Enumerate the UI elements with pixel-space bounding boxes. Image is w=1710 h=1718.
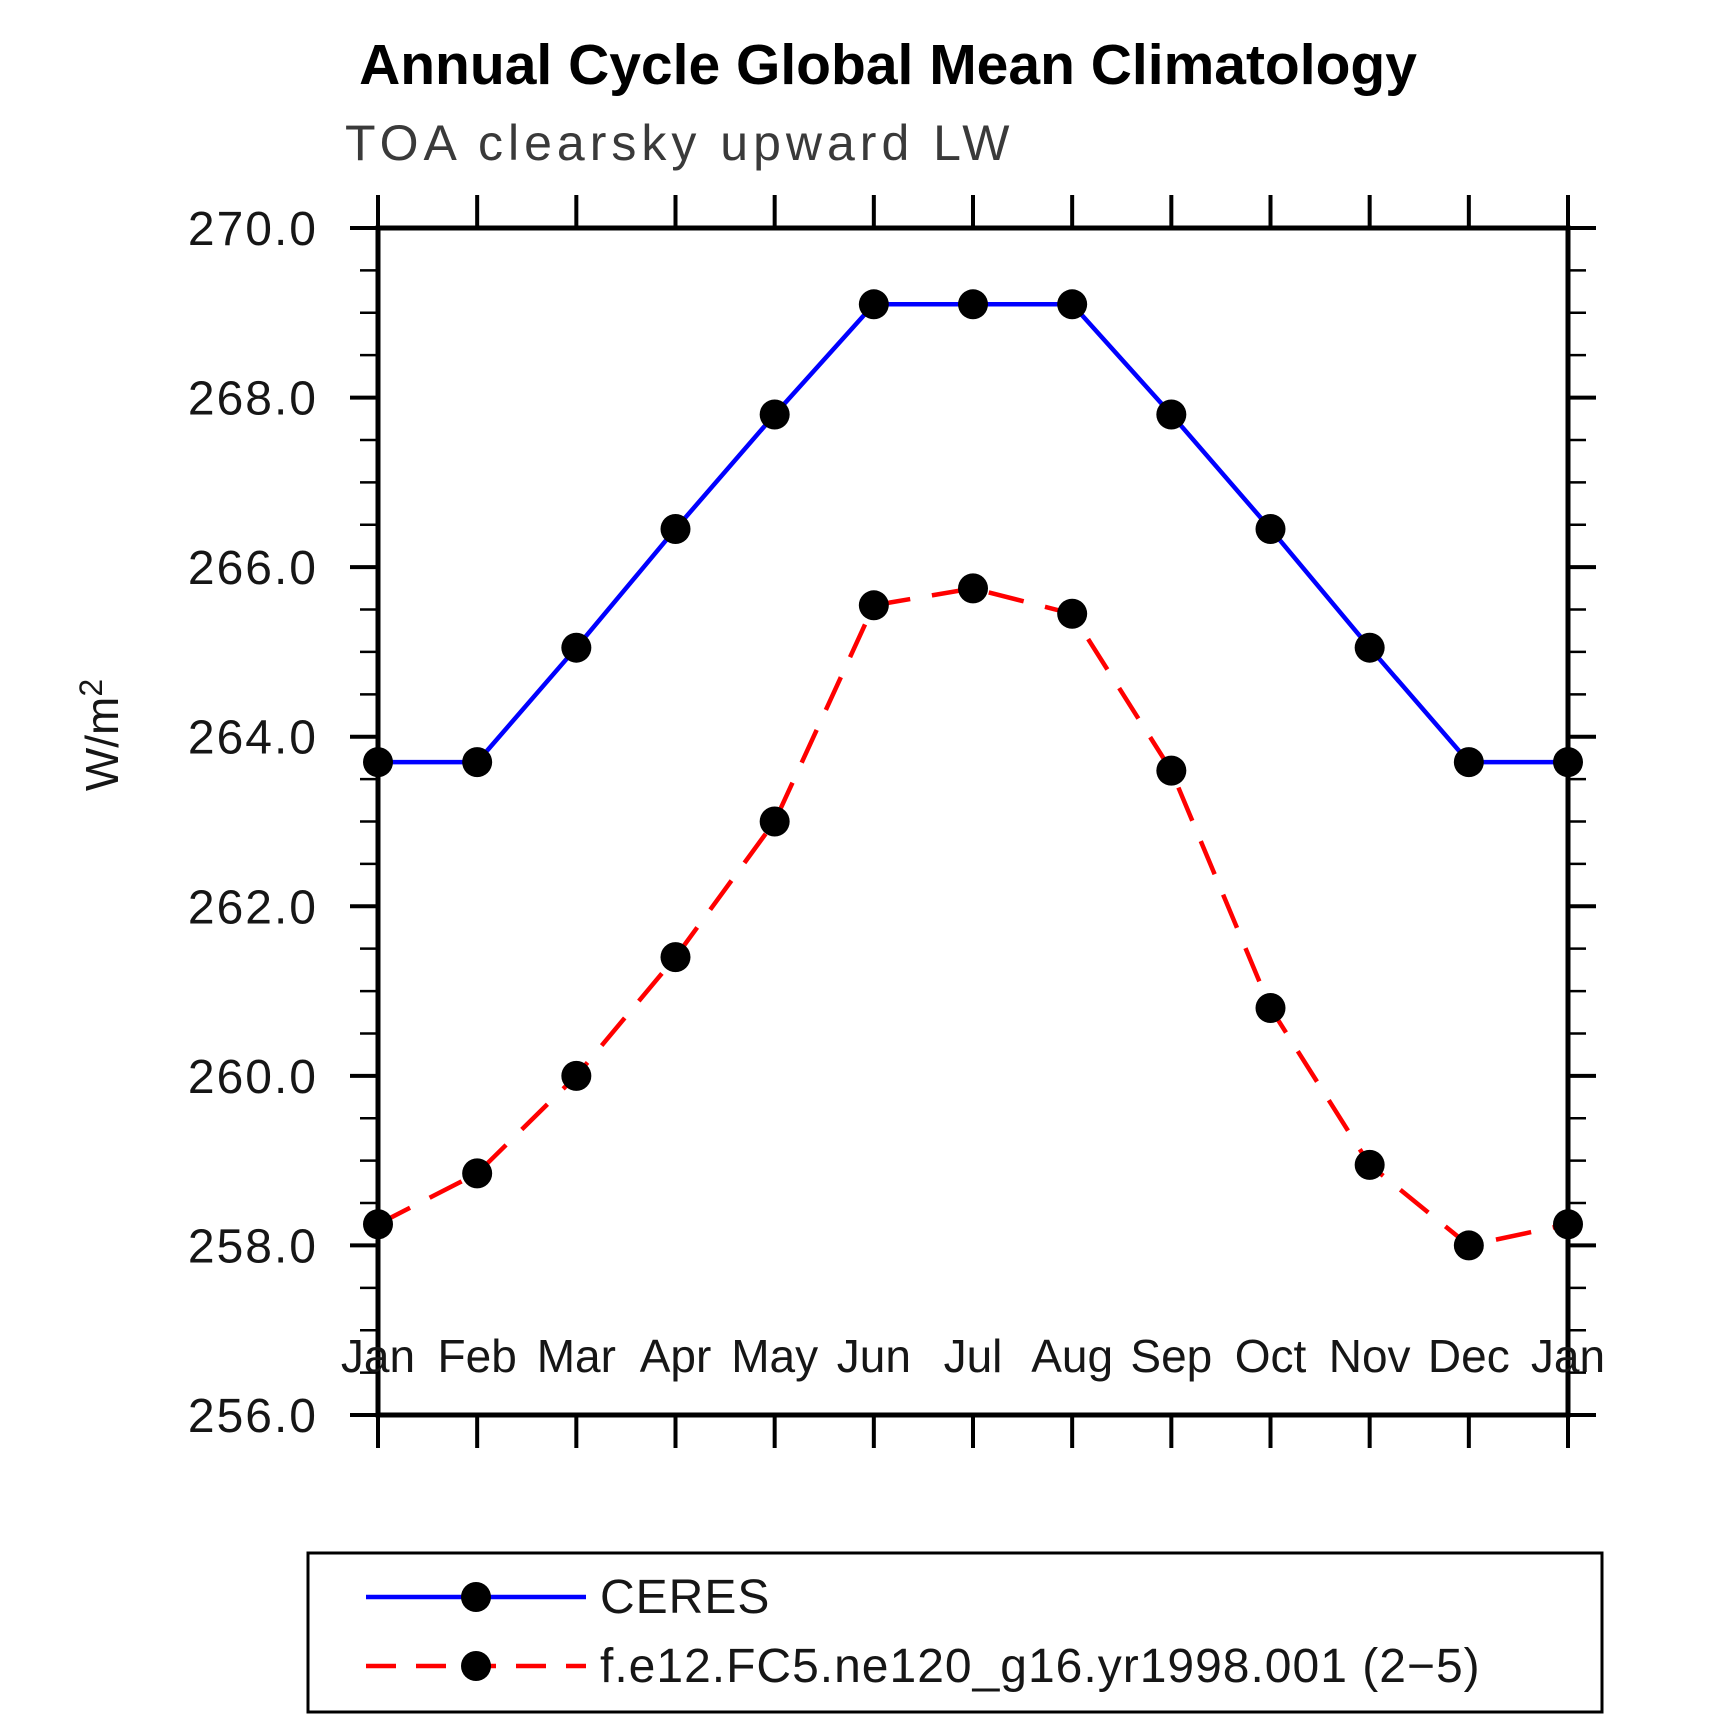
legend-box	[306, 1551, 1604, 1714]
data-point-marker-model	[759, 806, 790, 837]
y-tick-label: 262.0	[188, 881, 318, 934]
data-point-marker-ceres	[660, 513, 691, 544]
data-point-marker-ceres	[363, 747, 393, 778]
data-point-marker-ceres	[759, 399, 790, 430]
y-axis-title-superscript: 2	[73, 679, 109, 697]
data-series	[363, 289, 1583, 1261]
x-tick-label: Apr	[640, 1330, 712, 1382]
x-tick-label: Jun	[837, 1330, 911, 1382]
legend-label: f.e12.FC5.ne120_g16.yr1998.001 (2−5)	[600, 1640, 1481, 1693]
data-point-marker-ceres	[1255, 513, 1286, 544]
x-tick-label: Mar	[537, 1330, 616, 1382]
data-point-marker-model	[958, 573, 988, 604]
y-axis-title: W/m2	[73, 679, 128, 791]
x-tick-label: May	[731, 1330, 818, 1382]
y-tick-label: 268.0	[188, 373, 318, 426]
data-point-marker-model	[1057, 598, 1088, 629]
x-tick-label: Dec	[1428, 1330, 1510, 1382]
legend-marker-icon	[461, 1651, 491, 1681]
data-point-marker-model	[1553, 1209, 1583, 1240]
data-point-marker-ceres	[1156, 399, 1187, 430]
y-tick-label: 264.0	[188, 712, 318, 765]
x-tick-label: Jan	[341, 1330, 415, 1382]
series-line-model	[376, 586, 1569, 1248]
y-tick-label: 260.0	[188, 1051, 318, 1104]
chart-title: Annual Cycle Global Mean Climatology	[359, 33, 1417, 97]
x-tick-label: Jan	[1531, 1330, 1605, 1382]
data-point-marker-model	[1156, 755, 1187, 786]
x-tick-label: Sep	[1130, 1330, 1212, 1382]
data-point-marker-ceres	[1354, 632, 1385, 663]
y-tick-label: 266.0	[188, 542, 318, 595]
axes	[350, 195, 1596, 1448]
data-point-marker-model	[462, 1158, 493, 1189]
y-axis-title-base: W/m	[76, 697, 128, 792]
data-point-marker-model	[363, 1209, 393, 1240]
legend: CERES f.e12.FC5.ne120_g16.yr1998.001 (2−5…	[306, 1551, 1604, 1714]
data-point-marker-ceres	[1453, 747, 1484, 778]
x-tick-label: Feb	[438, 1330, 517, 1382]
y-tick-label: 256.0	[188, 1390, 318, 1443]
data-point-marker-ceres	[561, 632, 592, 663]
data-point-marker-ceres	[1057, 289, 1088, 320]
chart-subtitle: TOA clearsky upward LW	[345, 115, 1014, 171]
data-point-marker-model	[1255, 993, 1286, 1024]
data-point-marker-ceres	[858, 289, 889, 320]
x-tick-label: Oct	[1235, 1330, 1307, 1382]
legend-marker-icon	[461, 1582, 491, 1612]
data-point-marker-model	[1354, 1149, 1385, 1180]
data-point-marker-ceres	[958, 289, 988, 320]
series-line-ceres	[378, 302, 1568, 765]
x-tick-label: Jul	[944, 1330, 1003, 1382]
data-point-marker-model	[858, 590, 889, 621]
data-point-marker-model	[660, 942, 691, 973]
data-point-marker-ceres	[462, 747, 493, 778]
data-point-marker-model	[1453, 1230, 1484, 1261]
legend-label: CERES	[600, 1571, 770, 1624]
plot-frame	[375, 225, 1571, 1418]
axis-labels: 256.0 258.0 260.0 262.0 264.0 266.0 268.0 270.0…	[188, 203, 1605, 1443]
data-point-marker-ceres	[1553, 747, 1583, 778]
data-point-marker-model	[561, 1060, 592, 1091]
x-tick-label: Nov	[1329, 1330, 1411, 1382]
y-tick-label: 258.0	[188, 1220, 318, 1273]
y-tick-label: 270.0	[188, 203, 318, 256]
x-tick-label: Aug	[1031, 1330, 1113, 1382]
